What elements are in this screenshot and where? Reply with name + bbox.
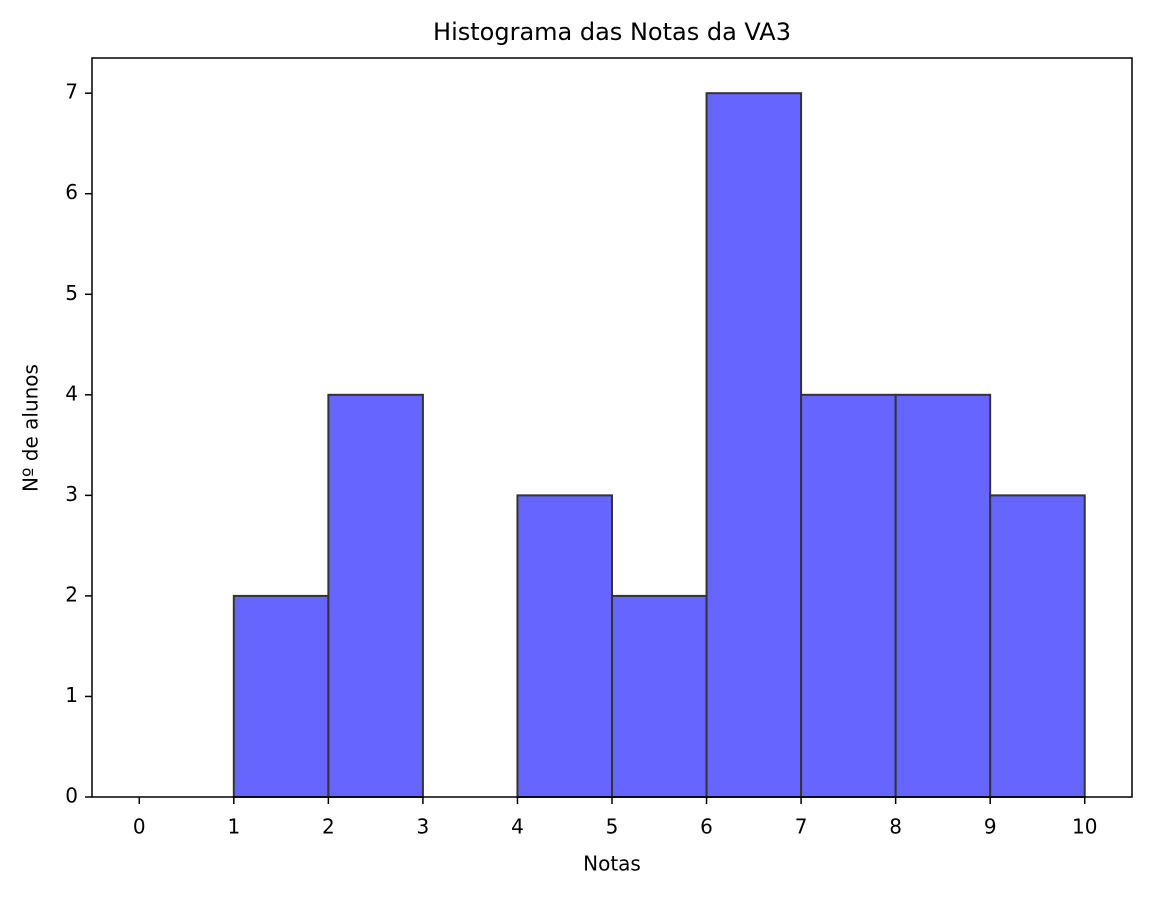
bar [894, 393, 992, 798]
x-tick-label: 7 [795, 815, 808, 839]
bar [232, 594, 330, 798]
x-tick-label: 0 [133, 815, 146, 839]
bar [327, 393, 424, 798]
bar [611, 594, 708, 798]
x-tick-label: 2 [322, 815, 335, 839]
bar [989, 494, 1086, 798]
x-tick-label: 4 [511, 815, 524, 839]
x-tick-label: 3 [417, 815, 430, 839]
y-tick-label: 2 [65, 582, 78, 606]
y-tick-label: 7 [65, 80, 78, 104]
bar [705, 92, 803, 798]
x-tick-label: 8 [889, 815, 902, 839]
x-tick-label: 5 [606, 815, 619, 839]
y-tick-label: 4 [65, 381, 78, 405]
bar [800, 393, 897, 798]
bar [516, 494, 613, 798]
chart-title: Histograma das Notas da VA3 [433, 18, 791, 46]
y-tick-label: 3 [65, 482, 78, 506]
x-tick-label: 1 [227, 815, 240, 839]
y-tick-label: 1 [65, 683, 78, 707]
x-tick-label: 6 [700, 815, 713, 839]
y-tick-label: 5 [65, 281, 78, 305]
x-tick-label: 9 [984, 815, 997, 839]
y-axis-label: Nº de alunos [19, 364, 43, 492]
x-axis-label: Notas [583, 852, 641, 876]
x-tick-label: 10 [1072, 815, 1097, 839]
y-tick-label: 0 [65, 784, 78, 808]
y-tick-label: 6 [65, 180, 78, 204]
